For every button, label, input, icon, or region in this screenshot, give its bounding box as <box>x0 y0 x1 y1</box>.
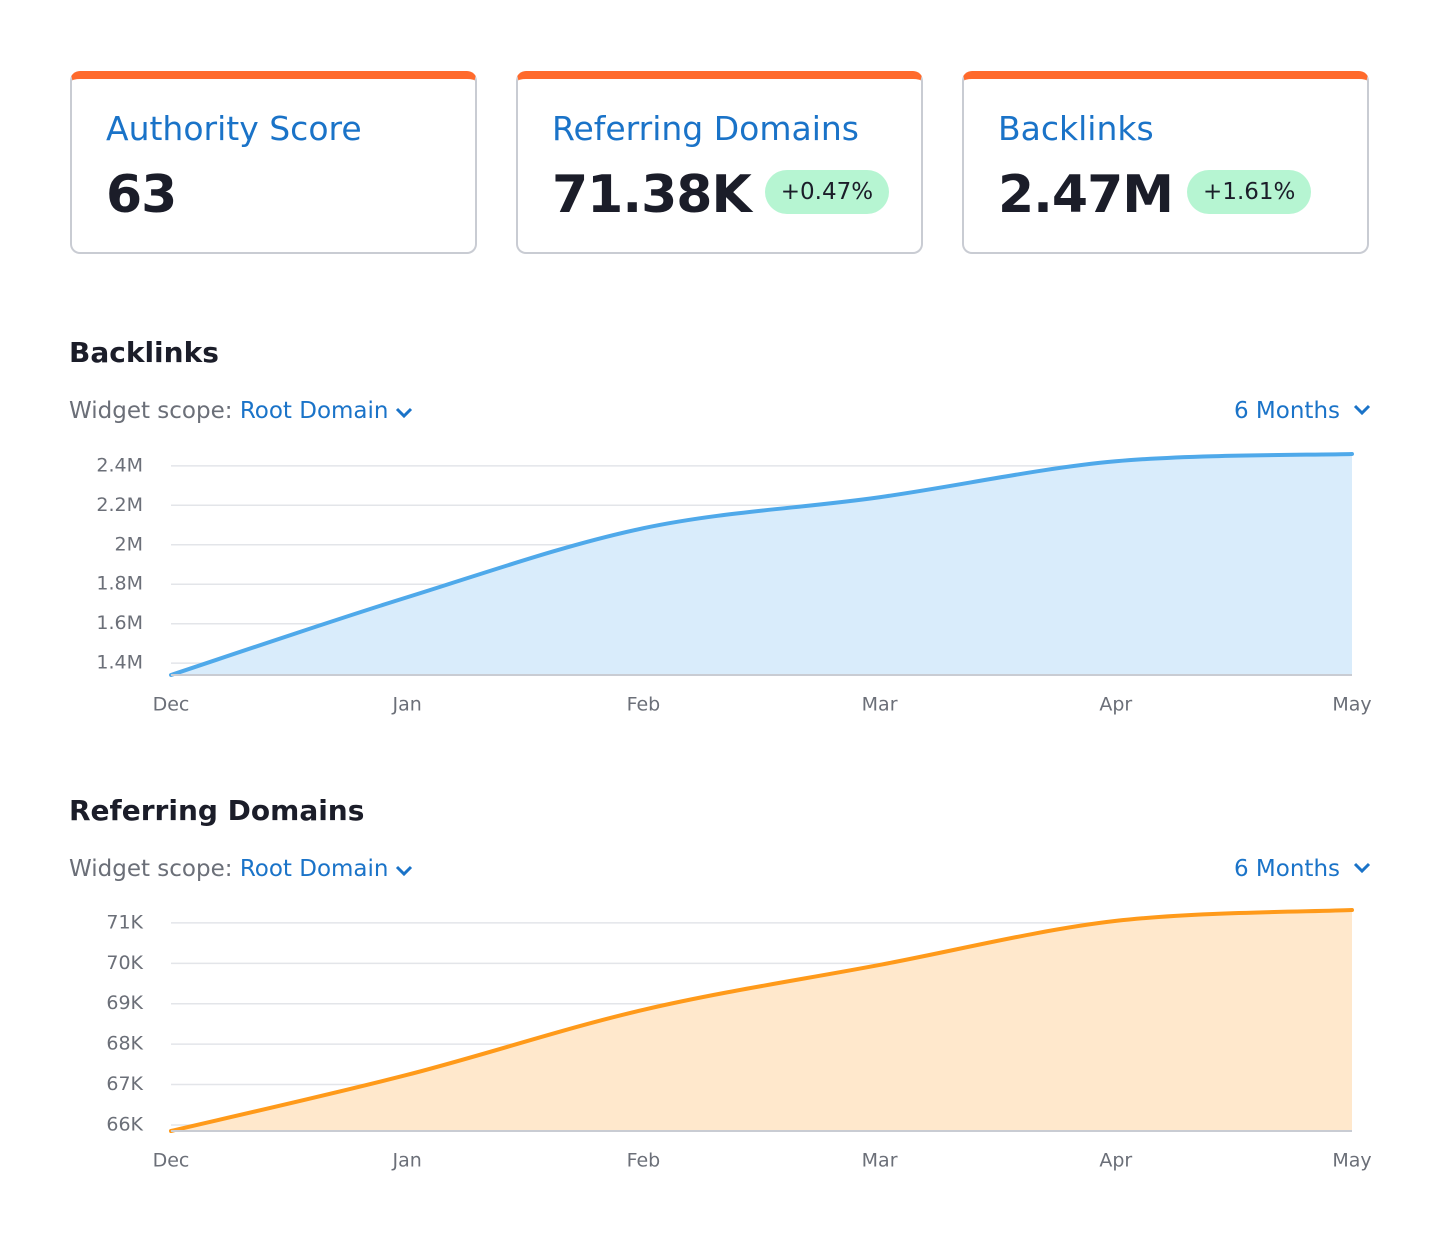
card-title: Backlinks <box>998 109 1154 148</box>
x-tick-label: Dec <box>153 1150 190 1172</box>
x-tick-label: Mar <box>862 694 898 716</box>
change-badge: +0.47% <box>764 170 890 214</box>
y-tick-label: 2.2M <box>96 494 143 516</box>
value: 71.38K <box>552 165 752 225</box>
y-tick-label: 1.4M <box>96 652 143 674</box>
scope: Widget scope: Root Domain <box>69 398 389 424</box>
y-tick-label: 71K <box>106 911 143 933</box>
y-tick-label: 67K <box>106 1073 143 1095</box>
y-tick-label: 2M <box>115 533 143 555</box>
area-fill <box>171 910 1352 1131</box>
card-value: 63 <box>106 165 177 225</box>
card: Authority Score 63 <box>70 71 477 254</box>
card: Backlinks 2.47M +1.61% <box>962 71 1369 254</box>
y-tick-label: 1.6M <box>96 612 143 634</box>
line <box>169 908 1354 1133</box>
value: 2.47M <box>998 165 1174 225</box>
y-tick-label: 69K <box>106 992 143 1014</box>
x-tick-label: Dec <box>153 694 190 716</box>
value: 63 <box>106 165 177 225</box>
y-tick-label: 66K <box>106 1113 143 1135</box>
x-tick-label: Jan <box>392 694 422 716</box>
card-value: 71.38K +0.47% <box>552 165 890 225</box>
y-tick-label: 1.8M <box>96 573 143 595</box>
area-fill <box>171 454 1352 675</box>
x-tick-label: Jan <box>392 1150 422 1172</box>
scope-dropdown[interactable]: Root Domain <box>239 398 389 424</box>
x-tick-label: Apr <box>1099 1150 1132 1172</box>
y-tick-label: 68K <box>106 1033 143 1055</box>
x-tick-label: May <box>1332 694 1371 716</box>
card-value: 2.47M +1.61% <box>998 165 1312 225</box>
y-tick-label: 2.4M <box>96 454 143 476</box>
scope-label: Widget scope: <box>69 856 233 882</box>
chevron[interactable] <box>395 407 413 419</box>
chevron[interactable] <box>1353 404 1371 416</box>
period-dropdown[interactable]: 6 Months <box>1233 398 1340 424</box>
card-title: Authority Score <box>106 109 362 148</box>
card-title: Referring Domains <box>552 109 859 148</box>
scope-dropdown[interactable]: Root Domain <box>239 856 389 882</box>
card: Referring Domains 71.38K +0.47% <box>516 71 923 254</box>
section-title: Backlinks <box>69 336 219 369</box>
scope: Widget scope: Root Domain <box>69 856 389 882</box>
x-tick-label: Apr <box>1099 694 1132 716</box>
x-tick-label: Feb <box>627 1150 661 1172</box>
y-tick-label: 70K <box>106 952 143 974</box>
line <box>169 452 1354 677</box>
change-badge: +1.61% <box>1187 170 1312 214</box>
chevron[interactable] <box>1353 862 1371 874</box>
period-dropdown[interactable]: 6 Months <box>1233 856 1340 882</box>
x-tick-label: Feb <box>627 694 661 716</box>
chevron[interactable] <box>395 865 413 877</box>
section-title: Referring Domains <box>69 794 365 827</box>
scope-label: Widget scope: <box>69 398 233 424</box>
x-tick-label: May <box>1332 1150 1371 1172</box>
x-tick-label: Mar <box>862 1150 898 1172</box>
